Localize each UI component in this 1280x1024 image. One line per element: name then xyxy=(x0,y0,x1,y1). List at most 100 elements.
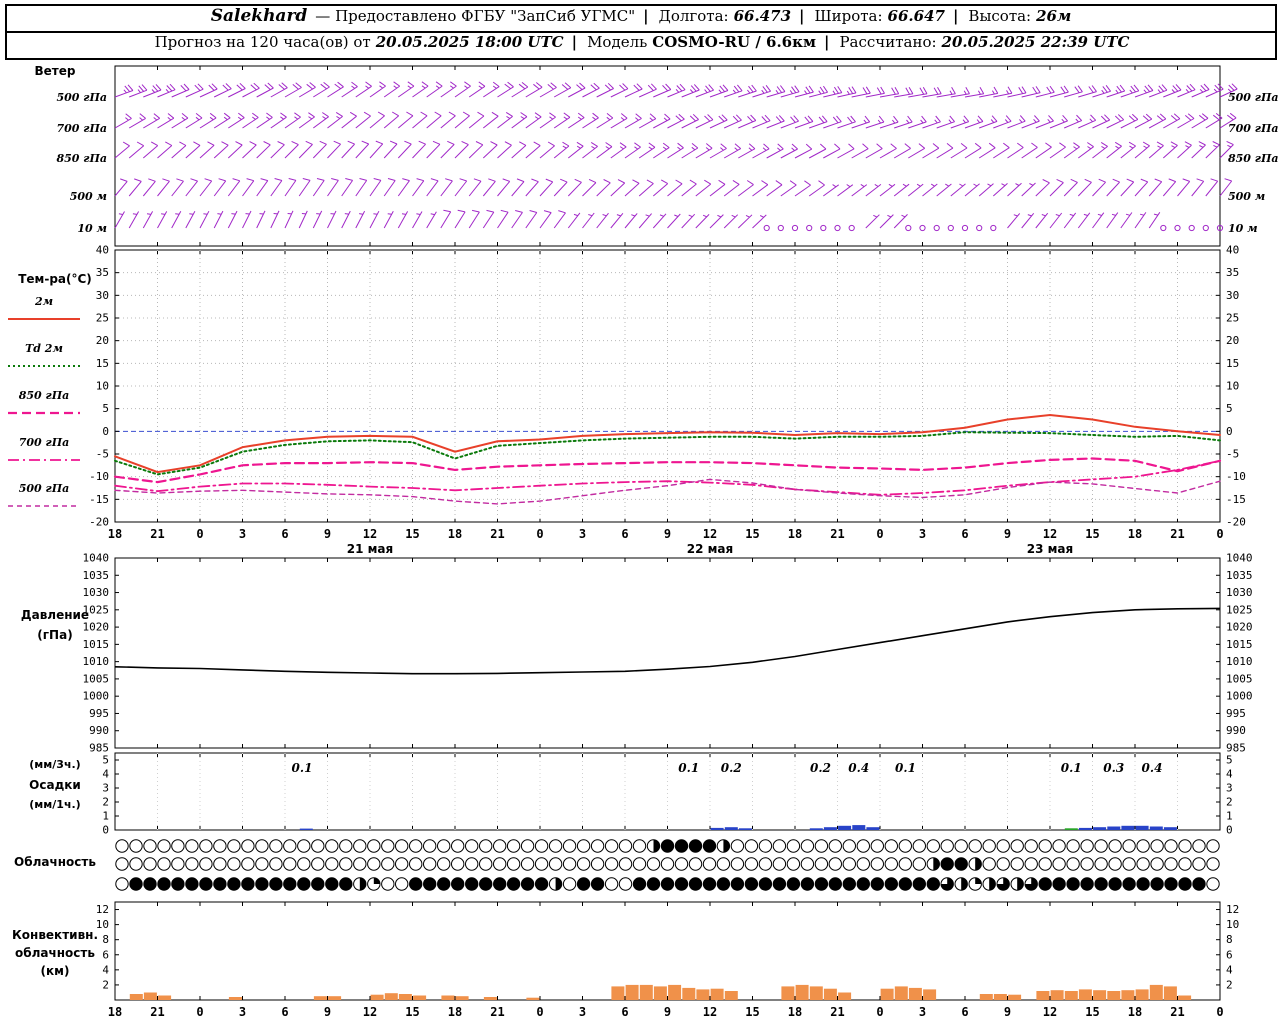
wind-barb-shaft xyxy=(695,89,714,98)
wind-calm-circle xyxy=(947,224,954,232)
wind-barb-shaft xyxy=(1134,90,1154,98)
wind-barb-half-feather xyxy=(990,119,995,123)
wind-barb-half-feather xyxy=(165,89,170,93)
wind-barb-feather xyxy=(379,81,386,87)
hour-label: 3 xyxy=(579,1005,586,1019)
hour-label: 21 xyxy=(830,527,844,541)
wind-barb-shaft xyxy=(256,180,269,197)
wind-barb-half-feather xyxy=(1129,145,1134,149)
cloud-cover-symbol xyxy=(1010,839,1024,853)
axis-tick-label: 2 xyxy=(102,796,109,809)
cloud-cover-symbol xyxy=(898,877,912,891)
wind-barb-feather xyxy=(761,116,768,123)
cloud-cover-symbol xyxy=(395,877,409,891)
wind-barb-feather xyxy=(176,178,184,182)
cloud-cover-symbol xyxy=(269,877,283,891)
wind-barb-half-feather xyxy=(464,85,469,89)
wind-barb-shaft xyxy=(355,85,372,98)
wind-barb-shaft xyxy=(1035,146,1052,159)
wind-barb-feather xyxy=(457,209,466,213)
wind-barb-shaft xyxy=(114,118,132,129)
wind-barb-shaft xyxy=(157,89,176,98)
cloud-cover-symbol xyxy=(1080,839,1094,853)
wind-barb-shaft xyxy=(312,143,327,159)
wind-barb-shaft xyxy=(1177,144,1192,159)
wind-barb-shaft xyxy=(171,145,187,159)
wind-barb-shaft xyxy=(114,90,134,98)
wind-calm-circle xyxy=(990,224,997,232)
wind-barb-half-feather xyxy=(705,147,710,151)
wind-barb-feather xyxy=(391,111,399,117)
wind-barb-shaft xyxy=(327,86,344,98)
wind-barb-shaft xyxy=(312,180,325,197)
wind-barb-shaft xyxy=(1191,180,1205,197)
hour-label: 9 xyxy=(664,1005,671,1019)
wind-barb-feather xyxy=(1172,85,1179,92)
wind-barb-feather xyxy=(818,116,825,124)
cloud-cover-symbol xyxy=(758,857,773,871)
wind-barb-shaft xyxy=(440,211,452,229)
wind-barb-shaft xyxy=(766,91,786,98)
wind-barb-shaft xyxy=(1092,90,1111,98)
wind-barb-shaft xyxy=(1035,120,1054,129)
hour-label: 21 xyxy=(150,1005,164,1019)
wind-barb-half-feather xyxy=(977,90,981,95)
wind-barb-shaft xyxy=(950,183,966,197)
axis-tick-label: 4 xyxy=(1226,963,1233,976)
wind-barb-shaft xyxy=(1205,117,1223,129)
wind-barb-shaft xyxy=(341,180,354,197)
wind-barb-shaft xyxy=(1106,119,1124,129)
hour-label: 18 xyxy=(788,1005,802,1019)
hour-label: 9 xyxy=(324,1005,331,1019)
wind-barb-shaft xyxy=(1177,89,1196,98)
convective-cloud-bar xyxy=(923,989,937,1000)
wind-barb-shaft xyxy=(1120,212,1133,229)
cloud-cover-symbol xyxy=(269,839,283,853)
wind-barb-feather xyxy=(1203,83,1210,90)
cloud-cover-symbol xyxy=(255,877,269,891)
wind-barb-feather xyxy=(1114,141,1122,147)
axis-tick-label: 30 xyxy=(1226,289,1239,302)
wind-barb-shaft xyxy=(199,117,217,129)
wind-barb-feather xyxy=(1145,113,1153,120)
wind-barb-shaft xyxy=(723,214,739,229)
wind-barb-shaft xyxy=(114,211,125,229)
wind-barb-shaft xyxy=(440,85,457,98)
wind-barb-feather xyxy=(647,84,654,91)
wind-barb-shaft xyxy=(227,144,243,159)
wind-barb-feather xyxy=(1100,115,1107,122)
wind-barb-shaft xyxy=(568,117,585,129)
wind-barb-feather xyxy=(848,87,854,94)
wind-barb-feather xyxy=(662,142,670,149)
cloud-cover-symbol xyxy=(1122,877,1136,891)
wind-barb-shaft xyxy=(738,120,756,129)
hour-label: 12 xyxy=(1043,1005,1057,1019)
wind-barb-shaft xyxy=(695,183,712,197)
wind-barb-half-feather xyxy=(761,89,765,94)
wind-barb-feather xyxy=(721,114,728,121)
wind-barb-feather xyxy=(720,143,727,149)
wind-barb-half-feather xyxy=(365,85,369,89)
wind-barb-feather xyxy=(617,179,625,184)
wind-barb-shaft xyxy=(213,88,232,98)
wind-barb-shaft xyxy=(993,120,1012,129)
wind-barb-shaft xyxy=(440,144,455,159)
wind-barb-half-feather xyxy=(691,146,696,151)
wind-barb-feather xyxy=(965,86,970,94)
wind-barb-half-feather xyxy=(976,119,981,124)
wind-barb-half-feather xyxy=(1199,88,1204,93)
wind-barb-feather xyxy=(1034,115,1040,122)
wind-barb-half-feather xyxy=(1157,145,1162,149)
wind-barb-feather xyxy=(633,84,640,91)
cloud-cover-symbol xyxy=(451,839,465,853)
wind-barb-feather xyxy=(1158,85,1165,92)
wind-barb-feather xyxy=(345,178,353,181)
wind-barb-feather xyxy=(167,113,175,119)
cloud-cover-symbol xyxy=(241,857,255,871)
cloud-cover-symbol xyxy=(618,857,633,871)
wind-barb-feather xyxy=(477,111,485,117)
wind-barb-shaft xyxy=(808,184,825,197)
cloud-cover-symbol xyxy=(395,839,409,853)
convective-cloud-bar xyxy=(1178,995,1192,1000)
